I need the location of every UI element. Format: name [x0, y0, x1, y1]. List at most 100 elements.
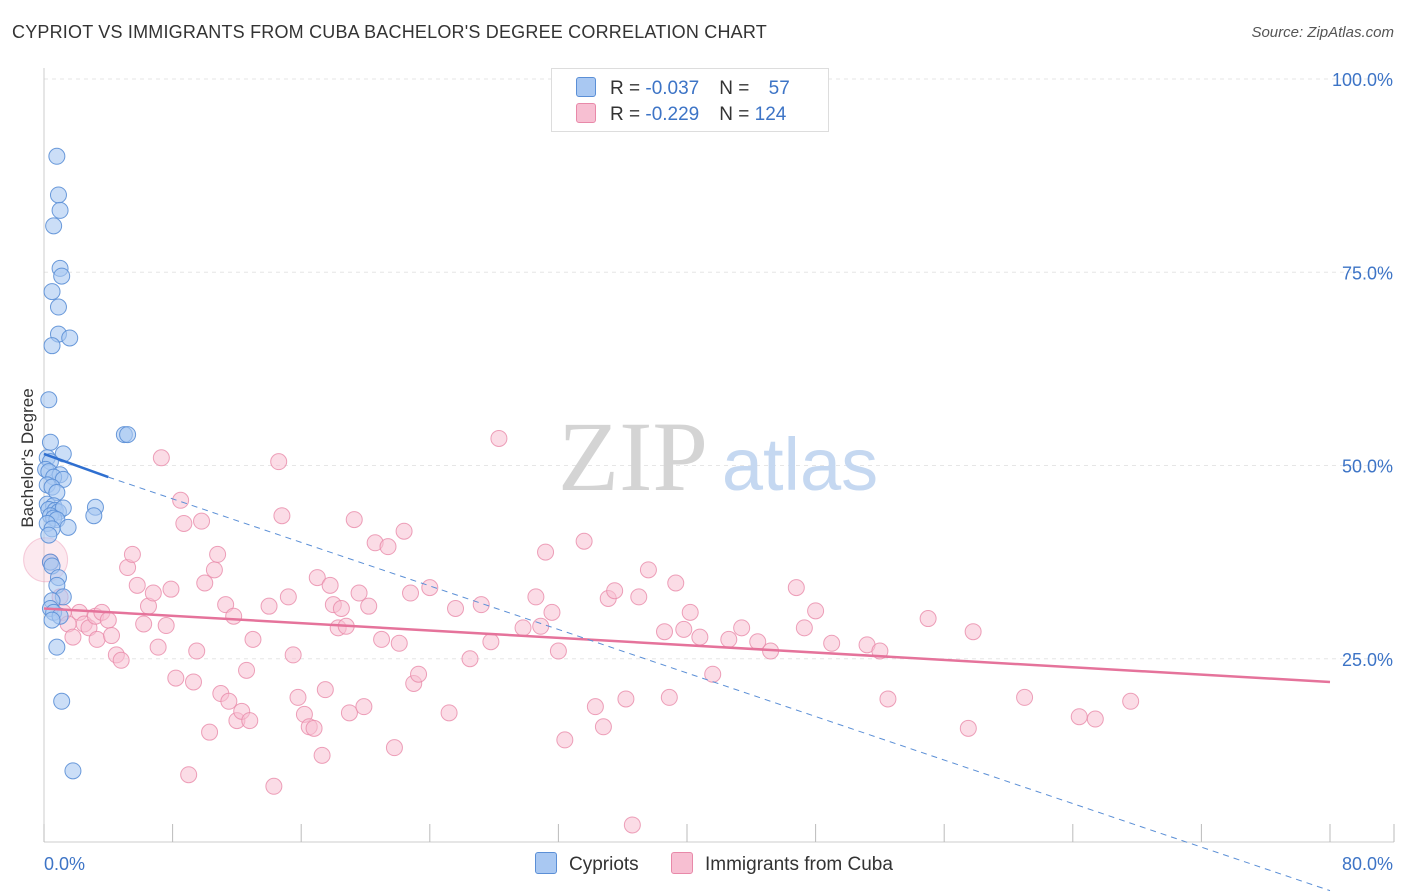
cuba-point: [630, 588, 648, 606]
cuba-point: [340, 704, 358, 722]
cypriot-point: [59, 518, 77, 536]
cuba-point: [209, 545, 227, 563]
y-axis-label: Bachelor's Degree: [18, 388, 37, 527]
legend-row-cypriots: R = -0.037 N = 57: [576, 77, 790, 101]
gridlines: [44, 78, 1394, 660]
cuba-point: [360, 597, 378, 615]
cuba-point: [964, 623, 982, 641]
trend-lines: [43, 452, 1331, 892]
cuba-point: [345, 511, 363, 529]
cypriot-point: [85, 507, 103, 525]
cuba-point: [623, 816, 641, 834]
cuba-point: [1086, 710, 1104, 728]
cuba-point: [308, 569, 326, 587]
cuba-point: [787, 579, 805, 597]
cuba-point: [586, 698, 604, 716]
cuba-point: [1122, 692, 1140, 710]
cypriot-point: [51, 201, 69, 219]
cuba-swatch: [576, 103, 596, 123]
cuba-point: [321, 576, 339, 594]
cuba-point: [410, 665, 428, 683]
r-value: -0.037: [645, 78, 700, 99]
cypriot-point: [40, 391, 58, 409]
n-label: N =: [719, 104, 755, 125]
cuba-point: [64, 628, 82, 646]
y-tick-label: 100.0%: [1332, 70, 1393, 90]
cuba-point: [379, 538, 397, 556]
cuba-point: [823, 634, 841, 652]
cuba-point: [490, 429, 508, 447]
cuba-point: [332, 600, 350, 618]
cuba-point: [99, 611, 117, 629]
cuba-point: [123, 545, 141, 563]
cuba-point: [617, 690, 635, 708]
cuba-point: [289, 688, 307, 706]
legend-row-cuba: R = -0.229 N = 124: [576, 103, 786, 127]
cuba-swatch: [671, 852, 693, 874]
cuba-point: [675, 620, 693, 638]
cypriot-point: [45, 217, 63, 235]
cuba-point: [461, 650, 479, 668]
cuba-point: [355, 698, 373, 716]
cypriot-point: [64, 762, 82, 780]
y-tick-label: 25.0%: [1342, 650, 1393, 670]
cuba-point: [879, 690, 897, 708]
cuba-point: [472, 596, 490, 614]
cuba-point: [260, 597, 278, 615]
watermark: ZIP atlas: [558, 401, 878, 512]
cypriot-point: [40, 526, 58, 544]
cuba-point: [162, 580, 180, 598]
cuba-points: [23, 429, 1140, 834]
cuba-point: [655, 623, 673, 641]
bottom-legend-cypriots: Cypriots: [535, 852, 639, 876]
watermark-atlas: atlas: [722, 423, 878, 506]
cuba-point: [482, 633, 500, 651]
x-tick-label: 80.0%: [1342, 854, 1393, 874]
cuba-point: [807, 602, 825, 620]
cuba-point: [196, 574, 214, 592]
cuba-point: [188, 642, 206, 660]
cuba-point: [532, 617, 550, 635]
cuba-point: [220, 692, 238, 710]
cuba-point: [244, 630, 262, 648]
cuba-point: [681, 603, 699, 621]
r-label: R =: [610, 78, 646, 99]
cuba-point: [273, 507, 291, 525]
cypriot-trend-dashed: [108, 476, 1331, 892]
cuba-point: [238, 661, 256, 679]
cuba-point: [606, 582, 624, 600]
cypriot-point: [43, 337, 61, 355]
cuba-trend-line: [43, 607, 1331, 684]
cuba-point: [959, 719, 977, 737]
cuba-point: [543, 603, 561, 621]
cuba-point: [1016, 688, 1034, 706]
legend: R = -0.037 N = 57 R = -0.229 N = 124: [551, 68, 829, 132]
cypriot-point: [49, 186, 67, 204]
cuba-point: [270, 453, 288, 471]
cuba-point: [421, 579, 439, 597]
cuba-point: [279, 588, 297, 606]
cypriot-point: [53, 692, 71, 710]
bottom-legend-cuba: Immigrants from Cuba: [671, 852, 893, 876]
cuba-point: [549, 642, 567, 660]
cuba-point: [180, 766, 198, 784]
cuba-point: [175, 514, 193, 532]
cuba-point: [316, 681, 334, 699]
cuba-point: [556, 731, 574, 749]
cypriot-point: [61, 329, 79, 347]
cypriot-point: [49, 298, 67, 316]
cuba-point: [385, 739, 403, 757]
cuba-point: [103, 627, 121, 645]
cuba-point: [201, 723, 219, 741]
cuba-point: [157, 617, 175, 635]
cuba-point: [1070, 708, 1088, 726]
cuba-point: [575, 532, 593, 550]
cuba-point: [205, 561, 223, 579]
watermark-zip: ZIP: [558, 401, 708, 512]
cuba-point: [667, 574, 685, 592]
cypriot-point: [48, 147, 66, 165]
cuba-point: [395, 522, 413, 540]
cuba-point: [167, 669, 185, 687]
cypriot-point: [119, 426, 137, 444]
source-label: Source: ZipAtlas.com: [1251, 24, 1394, 41]
